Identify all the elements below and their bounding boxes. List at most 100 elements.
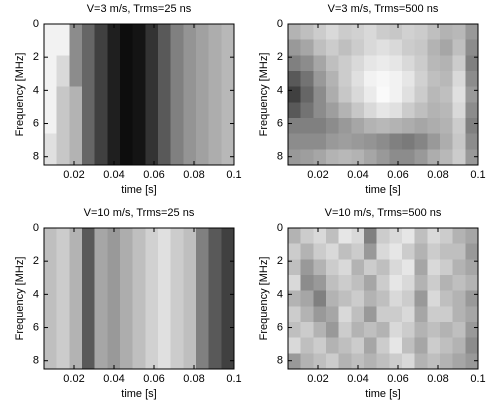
heatmap-cell bbox=[170, 86, 184, 103]
heatmap-cell bbox=[427, 306, 441, 323]
heatmap-cell bbox=[196, 353, 210, 370]
heatmap-cell bbox=[351, 86, 365, 103]
heatmap-cell bbox=[402, 275, 416, 292]
heatmap-cell bbox=[132, 321, 146, 339]
heatmap-cell bbox=[364, 321, 378, 339]
heatmap-cell bbox=[82, 102, 96, 119]
heatmap-cell bbox=[69, 337, 83, 354]
heatmap-cell bbox=[414, 306, 428, 323]
heatmap-cell bbox=[132, 353, 146, 370]
heatmap-cell bbox=[120, 337, 134, 354]
heatmap-cell bbox=[158, 39, 172, 56]
heatmap-cell bbox=[414, 102, 428, 119]
heatmap-cell bbox=[338, 71, 352, 88]
heatmap-cell bbox=[389, 321, 403, 339]
heatmap-cell bbox=[158, 321, 172, 339]
heatmap-cell bbox=[440, 39, 454, 56]
heatmap-cell bbox=[338, 117, 352, 135]
heatmap-cell bbox=[338, 290, 352, 307]
heatmap-cell bbox=[208, 133, 222, 150]
heatmap-cell bbox=[44, 353, 58, 370]
heatmap-cell bbox=[94, 149, 108, 166]
heatmap-cell bbox=[376, 243, 390, 260]
x-tick-label: 0.02 bbox=[307, 373, 328, 385]
heatmap-cell bbox=[221, 228, 235, 245]
heatmap-cell bbox=[44, 259, 58, 276]
heatmap-cell bbox=[183, 149, 197, 166]
heatmap-cell bbox=[208, 117, 222, 135]
x-tick-label: 0.08 bbox=[427, 169, 448, 181]
heatmap-cell bbox=[120, 133, 134, 150]
heatmap-cell bbox=[158, 228, 172, 245]
heatmap-cell bbox=[183, 337, 197, 354]
heatmap-cell bbox=[452, 290, 466, 307]
heatmap-cell bbox=[94, 55, 108, 72]
heatmap-cell bbox=[221, 353, 235, 370]
heatmap-cell bbox=[208, 353, 222, 370]
heatmap-cell bbox=[56, 102, 70, 119]
heatmap-cell bbox=[288, 228, 302, 245]
heatmap-cell bbox=[326, 321, 340, 339]
heatmap-cell bbox=[351, 55, 365, 72]
heatmap-cell bbox=[440, 337, 454, 354]
heatmap-cell bbox=[94, 102, 108, 119]
heatmap-cell bbox=[402, 149, 416, 166]
heatmap-cell bbox=[376, 321, 390, 339]
y-tick-label: 2 bbox=[33, 255, 39, 267]
heatmap-cell bbox=[120, 24, 134, 41]
heatmap-cell bbox=[389, 117, 403, 135]
heatmap-cell bbox=[120, 243, 134, 260]
heatmap-cell bbox=[300, 55, 314, 72]
heatmap-cell bbox=[120, 290, 134, 307]
heatmap-cell bbox=[338, 39, 352, 56]
heatmap-cell bbox=[389, 275, 403, 292]
heatmap-cell bbox=[440, 259, 454, 276]
heatmap-cell bbox=[427, 117, 441, 135]
heatmap-cell bbox=[69, 24, 83, 41]
heatmap-cell bbox=[338, 306, 352, 323]
heatmap-cell bbox=[427, 102, 441, 119]
heatmap-cell bbox=[221, 86, 235, 103]
heatmap-cell bbox=[145, 149, 159, 166]
heatmap-cell bbox=[351, 24, 365, 41]
heatmap-cell bbox=[56, 353, 70, 370]
heatmap-cell bbox=[288, 55, 302, 72]
heatmap-cell bbox=[208, 102, 222, 119]
y-axis-label: Frequency [MHz] bbox=[258, 257, 270, 341]
heatmap-cell bbox=[364, 149, 378, 166]
heatmap-cell bbox=[56, 290, 70, 307]
heatmap-cell bbox=[132, 133, 146, 150]
heatmap-cell bbox=[221, 337, 235, 354]
heatmap-cell bbox=[69, 228, 83, 245]
heatmap-cell bbox=[94, 306, 108, 323]
heatmap-cell bbox=[170, 24, 184, 41]
heatmap-cell bbox=[440, 243, 454, 260]
heatmap-cell bbox=[427, 149, 441, 166]
heatmap-cell bbox=[120, 86, 134, 103]
heatmap-cell bbox=[313, 117, 327, 135]
heatmap-cell bbox=[338, 259, 352, 276]
subplot-title: V=3 m/s, Trms=500 ns bbox=[328, 3, 439, 15]
heatmap-cell bbox=[132, 24, 146, 41]
heatmap-cell bbox=[107, 102, 121, 119]
heatmap-cell bbox=[376, 149, 390, 166]
heatmap-cell bbox=[196, 102, 210, 119]
heatmap-cell bbox=[364, 290, 378, 307]
heatmap-cell bbox=[145, 275, 159, 292]
heatmap-cell bbox=[440, 228, 454, 245]
x-tick-label: 0.1 bbox=[226, 169, 241, 181]
y-tick-label: 8 bbox=[33, 355, 39, 367]
heatmap-cell bbox=[427, 86, 441, 103]
heatmap-cell bbox=[183, 306, 197, 323]
y-tick-label: 4 bbox=[33, 288, 39, 300]
heatmap-cell bbox=[183, 39, 197, 56]
heatmap-cell bbox=[414, 117, 428, 135]
heatmap-cell bbox=[56, 337, 70, 354]
heatmap-cell bbox=[288, 24, 302, 41]
heatmap-cell bbox=[452, 243, 466, 260]
heatmap-cell bbox=[414, 321, 428, 339]
heatmap-cell bbox=[440, 71, 454, 88]
heatmap-cell bbox=[376, 102, 390, 119]
heatmap-cell bbox=[132, 259, 146, 276]
